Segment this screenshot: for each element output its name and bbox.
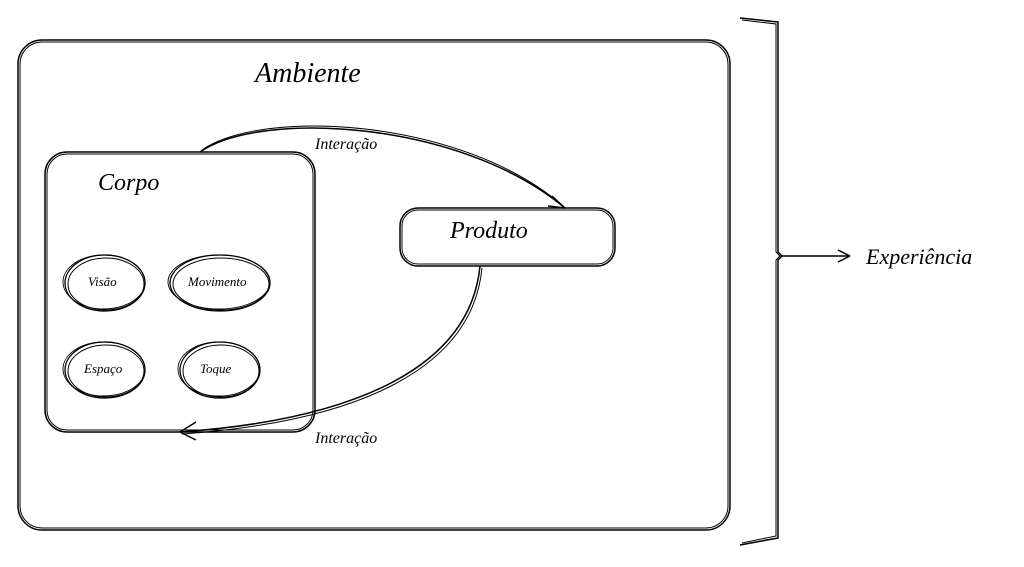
sense-espaco-label: Espaço (84, 361, 122, 377)
corpo-box-sketch (47, 154, 313, 430)
arrow-corpo-to-produto (200, 126, 565, 208)
sense-toque-label: Toque (200, 361, 231, 377)
ambiente-box-sketch (20, 42, 728, 528)
diagram-canvas (0, 0, 1024, 567)
ambiente-label: Ambiente (255, 58, 361, 90)
arrow2-label: Interação (315, 430, 377, 448)
sense-visao-label: Visão (88, 274, 117, 290)
arrow-produto-to-corpo (180, 266, 482, 440)
experiencia-label: Experiência (866, 244, 972, 270)
right-bracket (740, 18, 782, 545)
arrow1-label: Interação (315, 136, 377, 154)
sense-movimento-label: Movimento (188, 274, 246, 290)
corpo-label: Corpo (98, 170, 159, 197)
produto-label: Produto (450, 218, 528, 245)
output-arrow (782, 250, 850, 262)
corpo-box (45, 152, 315, 432)
ambiente-box (18, 40, 730, 530)
